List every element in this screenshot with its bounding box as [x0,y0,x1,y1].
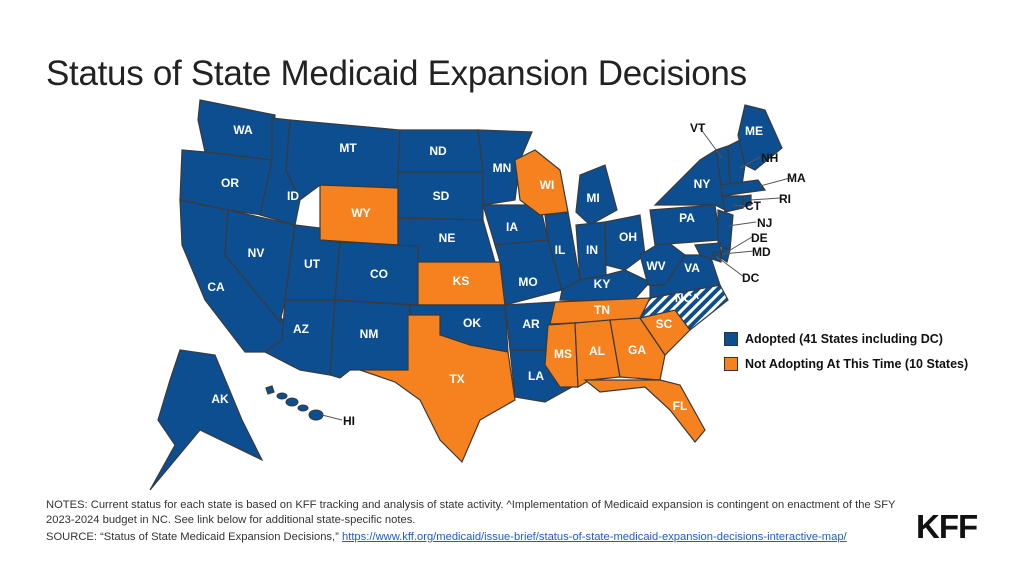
state-mo [494,239,563,306]
state-label-hi: HI [343,414,355,428]
leader-line-md [721,250,755,255]
state-label-va: VA [684,261,700,275]
legend-adopted: Adopted (41 States including DC) [724,332,943,346]
state-ga [609,317,666,381]
state-label-vt: VT [690,121,706,135]
state-label-dc: DC [742,271,760,285]
state-label-mo: MO [518,275,537,289]
state-ms [544,322,579,388]
state-dc [712,251,718,257]
state-label-ca: CA [207,280,225,294]
state-label-al: AL [589,344,605,358]
state-mn [477,129,533,206]
state-tx [359,314,516,464]
state-label-nv: NV [248,246,265,260]
state-label-il: IL [555,243,566,257]
leader-line-nh [739,156,761,169]
leader-line-vt [699,127,723,159]
notes: NOTES: Current status for each state is … [46,498,906,545]
not-adopted-swatch [724,357,738,371]
state-label-ky: KY [594,277,611,291]
state-label-nm: NM [360,327,379,341]
kff-logo: KFF [916,508,978,545]
state-label-pa: PA [679,211,695,225]
leader-line-ma [759,177,791,187]
leader-line-de [726,236,753,253]
state-nh [727,139,746,186]
state-label-de: DE [751,231,768,245]
state-hi [265,385,275,395]
source-prefix: SOURCE: “Status of State Medicaid Expans… [46,531,342,543]
state-label-or: OR [221,176,239,190]
state-label-nc: NC^ [675,291,699,305]
state-label-ia: IA [506,220,518,234]
state-label-ar: AR [522,317,540,331]
state-label-ma: MA [787,171,806,185]
state-label-ks: KS [453,274,470,288]
state-label-mi: MI [586,191,599,205]
state-label-nd: ND [429,144,447,158]
state-ma [720,179,767,197]
state-mi [575,164,618,226]
leader-line-dc [715,255,745,278]
leader-line-ri [749,197,781,201]
state-fl [583,379,706,443]
state-hi-island [308,409,324,421]
state-label-sd: SD [433,189,450,203]
state-ky [559,269,651,303]
page-title: Status of State Medicaid Expansion Decis… [46,54,747,93]
state-label-ga: GA [628,343,646,357]
legend-adopted-label: Adopted (41 States including DC) [745,332,943,346]
legend-not-adopted: Not Adopting At This Time (10 States) [724,357,968,371]
state-label-az: AZ [293,322,309,336]
state-label-wv: WV [646,259,665,273]
state-label-ok: OK [463,316,481,330]
state-ak [149,349,264,491]
state-label-ne: NE [439,231,456,245]
state-label-ut: UT [304,257,321,271]
state-label-ny: NY [694,177,711,191]
state-label-in: IN [586,243,598,257]
state-label-tn: TN [594,303,610,317]
notes-text: NOTES: Current status for each state is … [46,499,896,526]
state-md [694,242,722,263]
state-hi-island [297,404,309,412]
state-label-md: MD [752,245,771,259]
state-label-ms: MS [554,347,572,361]
state-label-la: LA [528,369,544,383]
state-label-nh: NH [761,151,778,165]
leader-line-ct [732,204,746,207]
adopted-swatch [724,332,738,346]
state-label-id: ID [287,189,299,203]
state-hi-island [276,392,288,400]
state-label-sc: SC [656,317,673,331]
leader-line-nj [727,221,757,227]
state-label-wi: WI [540,178,555,192]
state-label-nj: NJ [757,216,772,230]
state-label-co: CO [370,267,388,281]
state-label-mt: MT [339,141,357,155]
state-label-wa: WA [233,123,253,137]
source-link[interactable]: https://www.kff.org/medicaid/issue-brief… [341,531,847,543]
state-label-fl: FL [673,399,688,413]
leader-line-hi [321,414,343,421]
state-nv [224,209,296,324]
state-hi-island [285,397,299,407]
state-label-oh: OH [619,230,637,244]
state-label-ak: AK [211,392,229,406]
state-label-wy: WY [351,206,370,220]
state-label-tx: TX [449,372,464,386]
state-label-me: ME [745,124,763,138]
state-ct [721,195,744,213]
state-ri [742,194,752,208]
state-oh [604,214,646,271]
state-label-mn: MN [493,161,512,175]
state-label-ri: RI [779,192,791,206]
state-label-ct: CT [745,199,762,213]
state-de [720,246,731,263]
legend-not-adopted-label: Not Adopting At This Time (10 States) [745,357,969,371]
state-al [574,319,621,389]
